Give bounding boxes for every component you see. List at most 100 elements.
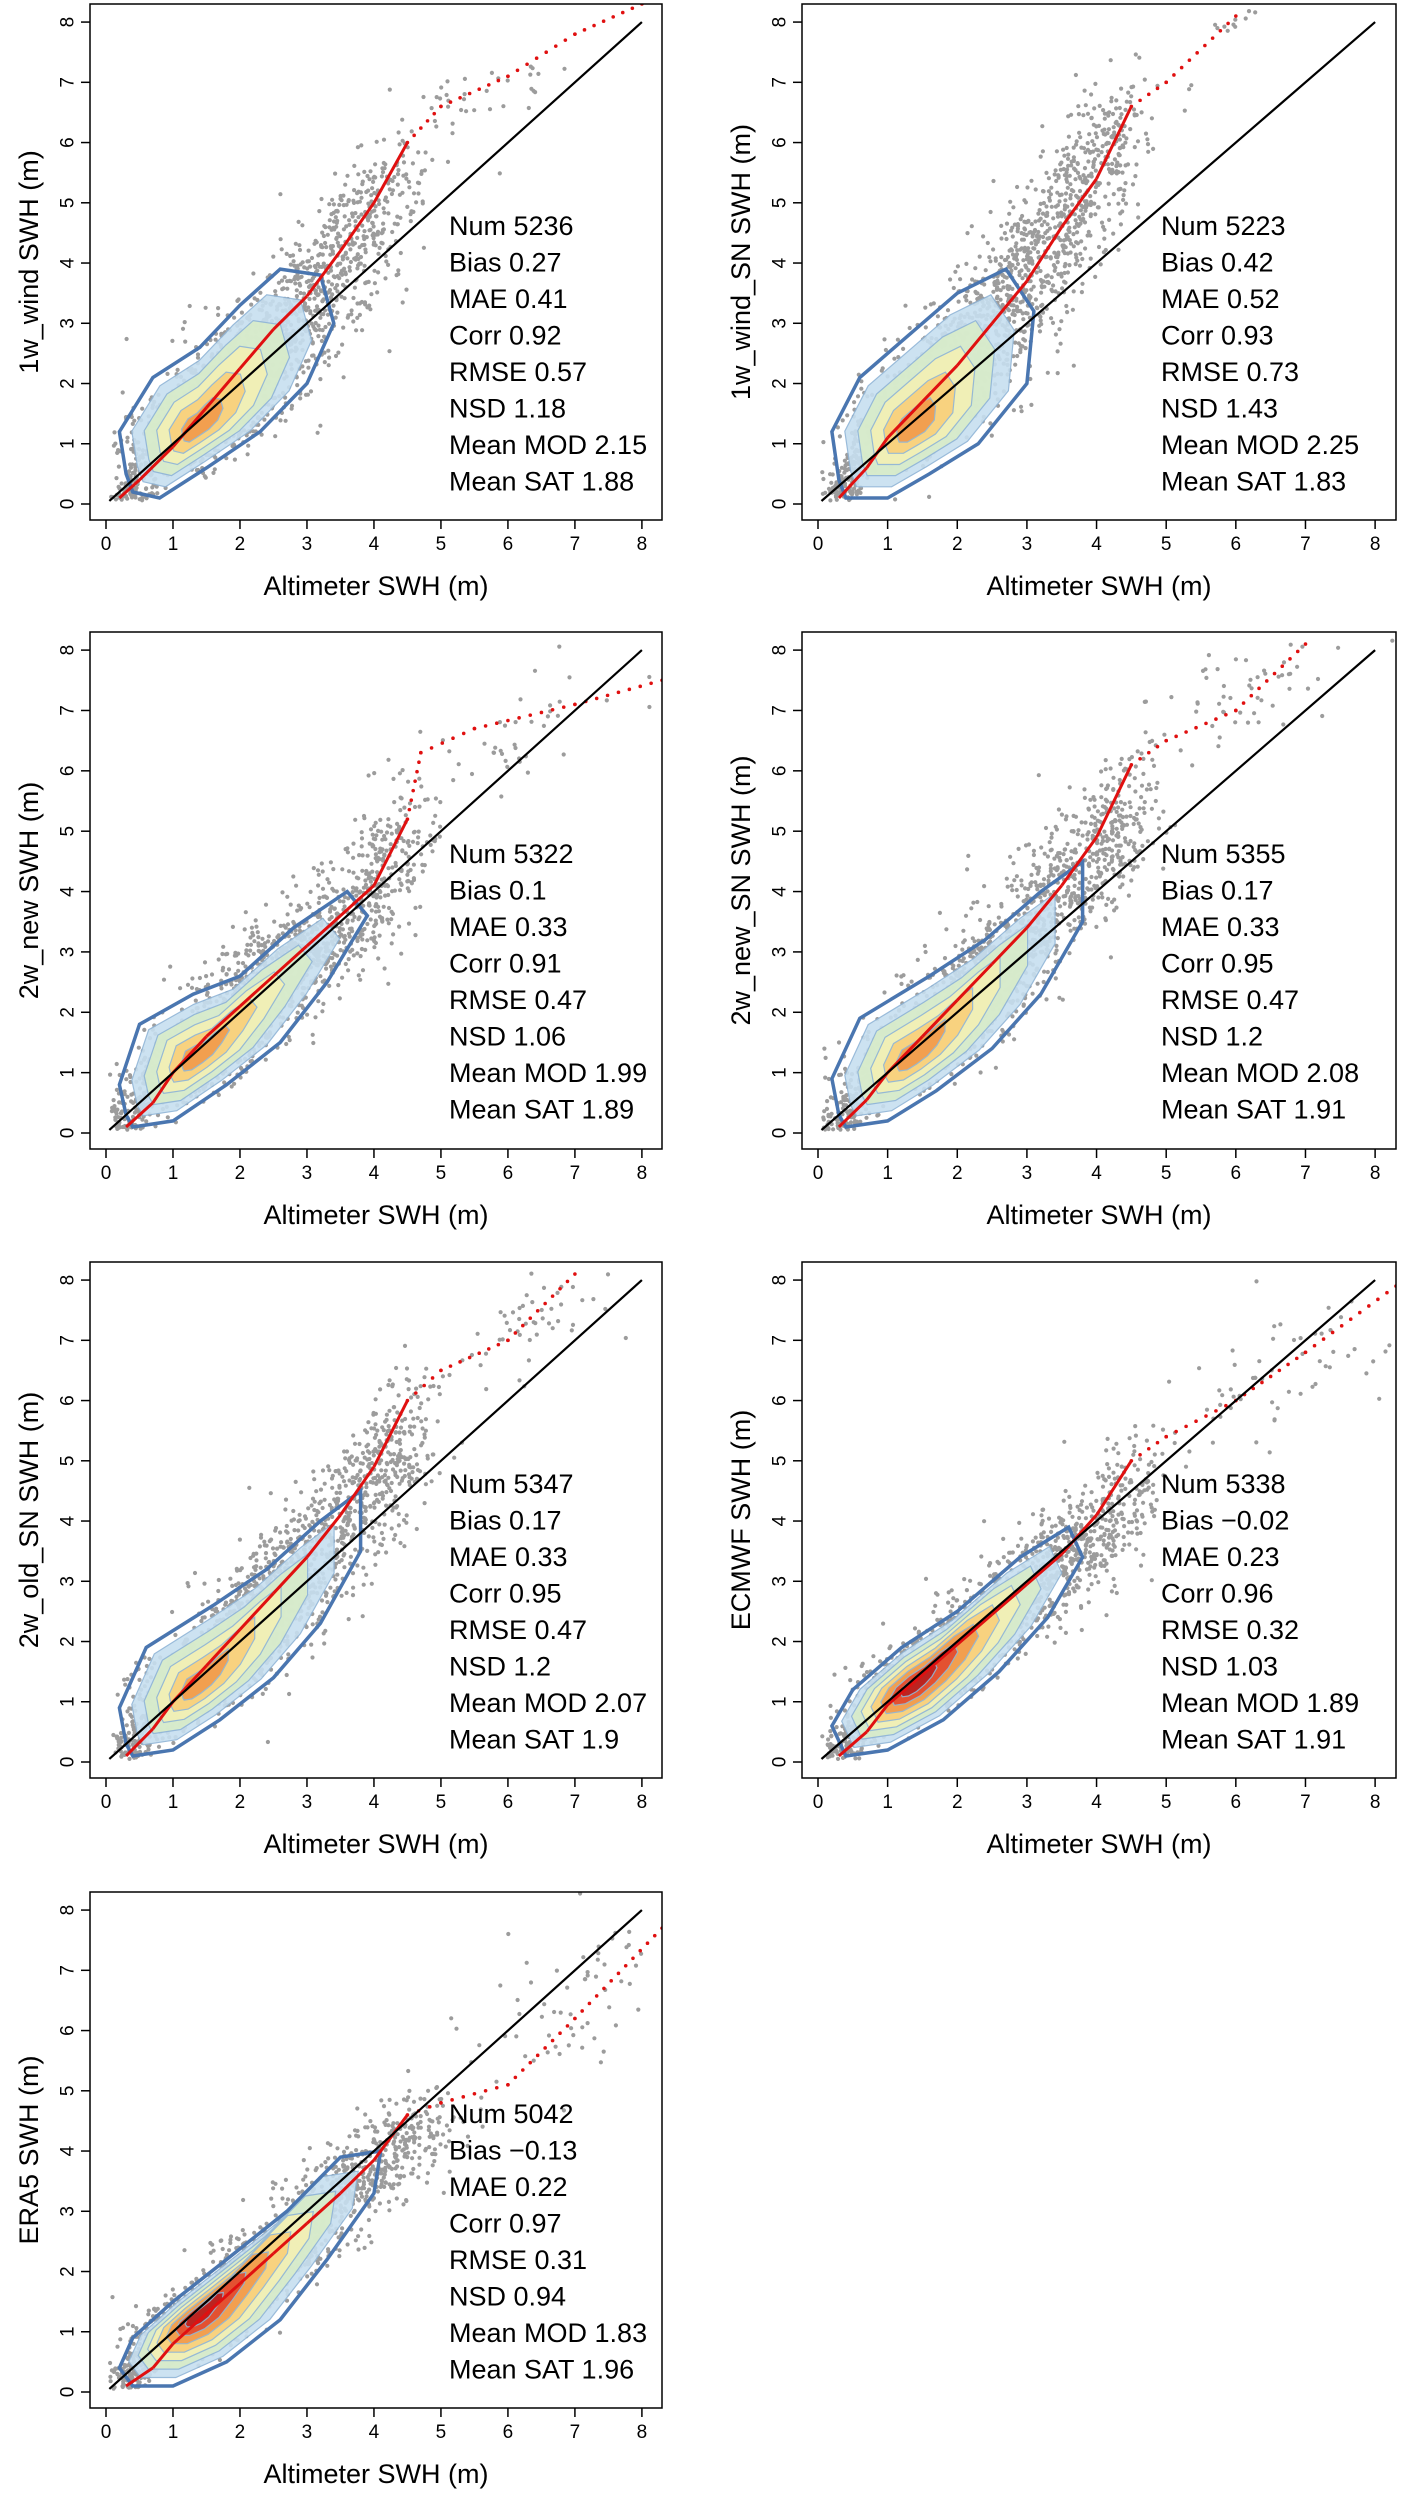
scatter-point	[301, 291, 307, 296]
scatter-point	[1050, 289, 1055, 294]
scatter-point	[125, 1094, 130, 1099]
scatter-point	[821, 476, 826, 482]
scatter-point	[390, 229, 395, 235]
scatter-point	[113, 497, 118, 502]
scatter-point	[923, 305, 928, 310]
scatter-point	[1073, 252, 1078, 257]
scatter-point	[272, 919, 277, 924]
scatter-point	[311, 1040, 316, 1046]
scatter-point	[1118, 222, 1123, 227]
y-tick-label: 8	[770, 17, 791, 28]
scatter-point	[414, 200, 419, 205]
scatter-point	[927, 494, 932, 499]
scatter-point	[1052, 268, 1057, 273]
y-tick-label: 7	[58, 77, 79, 88]
scatter-point	[310, 341, 315, 346]
scatter-point	[354, 328, 359, 333]
scatter-point	[1037, 323, 1042, 328]
quantile-point	[1129, 104, 1134, 109]
scatter-point	[406, 179, 411, 184]
scatter-point	[383, 195, 388, 200]
scatter-point	[1072, 225, 1077, 230]
scatter-point	[1056, 223, 1061, 228]
scatter-point	[110, 1105, 115, 1110]
scatter-point	[1096, 123, 1102, 128]
scatter-point	[1246, 9, 1252, 14]
quantile-point	[425, 119, 430, 123]
quantile-point	[496, 78, 501, 83]
scatter-point	[418, 904, 423, 910]
scatter-point	[1110, 111, 1116, 117]
scatter-point	[380, 241, 385, 246]
stat-corr: Corr 0.92	[449, 321, 562, 351]
scatter-point	[341, 887, 346, 892]
scatter-point	[998, 297, 1003, 302]
scatter-point	[284, 251, 289, 256]
scatter-point	[302, 304, 307, 309]
scatter-point	[318, 423, 323, 428]
quantile-point	[1234, 14, 1238, 18]
scatter-point	[232, 315, 237, 320]
scatter-point	[380, 919, 385, 924]
scatter-point	[999, 223, 1004, 228]
scatter-point	[1071, 155, 1076, 160]
scatter-point	[324, 895, 329, 900]
scatter-point	[321, 261, 326, 266]
plot-area	[820, 9, 1376, 503]
scatter-point	[1081, 113, 1086, 118]
scatter-point	[236, 968, 241, 973]
scatter-point	[165, 371, 170, 376]
scatter-point	[429, 106, 434, 111]
scatter-point	[1026, 246, 1031, 251]
scatter-point	[1096, 181, 1101, 186]
scatter-point	[1130, 182, 1136, 187]
x-tick-label: 7	[1300, 534, 1311, 555]
scatter-point	[1101, 250, 1106, 255]
scatter-point	[388, 842, 393, 847]
density-contour-outer	[830, 266, 1036, 500]
scatter-point	[991, 178, 996, 184]
scatter-point	[528, 64, 533, 69]
scatter-point	[1023, 310, 1028, 316]
quantile-point	[573, 32, 577, 36]
scatter-point	[1134, 162, 1139, 167]
scatter-point	[1079, 203, 1084, 208]
scatter-point	[1023, 273, 1028, 278]
scatter-point	[1109, 95, 1114, 100]
scatter-point	[349, 308, 354, 313]
scatter-point	[993, 258, 998, 263]
scatter-point	[1106, 127, 1111, 132]
scatter-point	[114, 476, 119, 481]
quantile-point	[611, 15, 615, 19]
scatter-point	[369, 861, 374, 866]
scatter-point	[1023, 346, 1028, 351]
scatter-point	[320, 230, 325, 235]
scatter-point	[345, 173, 350, 178]
scatter-point	[1078, 251, 1083, 256]
scatter-point	[445, 159, 451, 164]
scatter-point	[328, 252, 333, 257]
scatter-point	[450, 121, 455, 126]
y-axis-title: 1w_wind SWH (m)	[14, 150, 44, 374]
scatter-point	[386, 181, 391, 186]
scatter-point	[1069, 188, 1074, 193]
scatter-point	[354, 893, 359, 898]
scatter-point	[330, 886, 335, 891]
scatter-point	[337, 899, 342, 904]
scatter-point	[1031, 246, 1036, 251]
scatter-point	[346, 869, 352, 874]
scatter-point	[969, 224, 974, 229]
scatter-point	[242, 927, 247, 932]
scatter-point	[1022, 245, 1027, 250]
scatter-point	[996, 281, 1001, 286]
scatter-point	[230, 924, 235, 930]
scatter-point	[233, 972, 238, 977]
scatter-point	[190, 976, 195, 981]
scatter-point	[1070, 202, 1075, 207]
scatter-point	[432, 118, 437, 124]
scatter-point	[356, 172, 361, 177]
scatter-point	[254, 924, 259, 929]
scatter-point	[1074, 240, 1079, 245]
scatter-point	[1243, 16, 1248, 21]
